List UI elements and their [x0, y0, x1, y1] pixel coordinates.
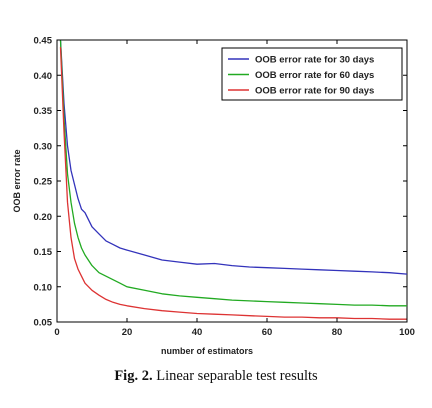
legend: OOB error rate for 30 days OOB error rate… [221, 47, 403, 101]
series-line-2 [59, 39, 407, 307]
y-tick-label: 0.40 [34, 71, 53, 82]
series-line-1 [59, 39, 408, 275]
x-tick-label: 60 [262, 327, 273, 338]
y-tick-label: 0.30 [34, 141, 53, 152]
x-axis-label: number of estimators [161, 346, 253, 356]
legend-label-2: OOB error rate for 60 days [255, 70, 374, 81]
x-tick-label: 20 [122, 327, 133, 338]
legend-box [221, 47, 403, 101]
y-tick-label: 0.25 [34, 177, 53, 188]
x-tick-label: 40 [192, 327, 203, 338]
figure-caption-label: Fig. 2. [114, 368, 153, 384]
y-tick-label: 0.45 [34, 36, 53, 47]
oob-error-chart: 0 20 40 60 80 100 0.05 0.10 0.15 0.20 0.25 0.30 0.35… [12, 36, 415, 357]
y-tick-label: 0.15 [34, 247, 53, 258]
y-axis-label: OOB error rate [12, 149, 22, 212]
y-tick-label: 0.05 [34, 318, 53, 329]
y-tick-label: 0.35 [34, 106, 53, 117]
series-line-3 [59, 47, 407, 320]
legend-label-3: OOB error rate for 90 days [255, 86, 374, 97]
y-tick-label: 0.10 [34, 282, 53, 293]
x-tick-label: 100 [399, 327, 415, 338]
figure-caption-text: Linear separable test results [152, 368, 318, 384]
legend-label-1: OOB error rate for 30 days [255, 55, 374, 66]
x-tick-label: 80 [332, 327, 343, 338]
x-tick-label: 0 [54, 327, 59, 338]
series-lines [59, 39, 408, 320]
figure-caption: Fig. 2. Linear separable test results [0, 368, 432, 385]
y-tick-label: 0.20 [34, 212, 53, 223]
axes: 0 20 40 60 80 100 0.05 0.10 0.15 0.20 0.25 0.30 0.35… [12, 36, 415, 357]
